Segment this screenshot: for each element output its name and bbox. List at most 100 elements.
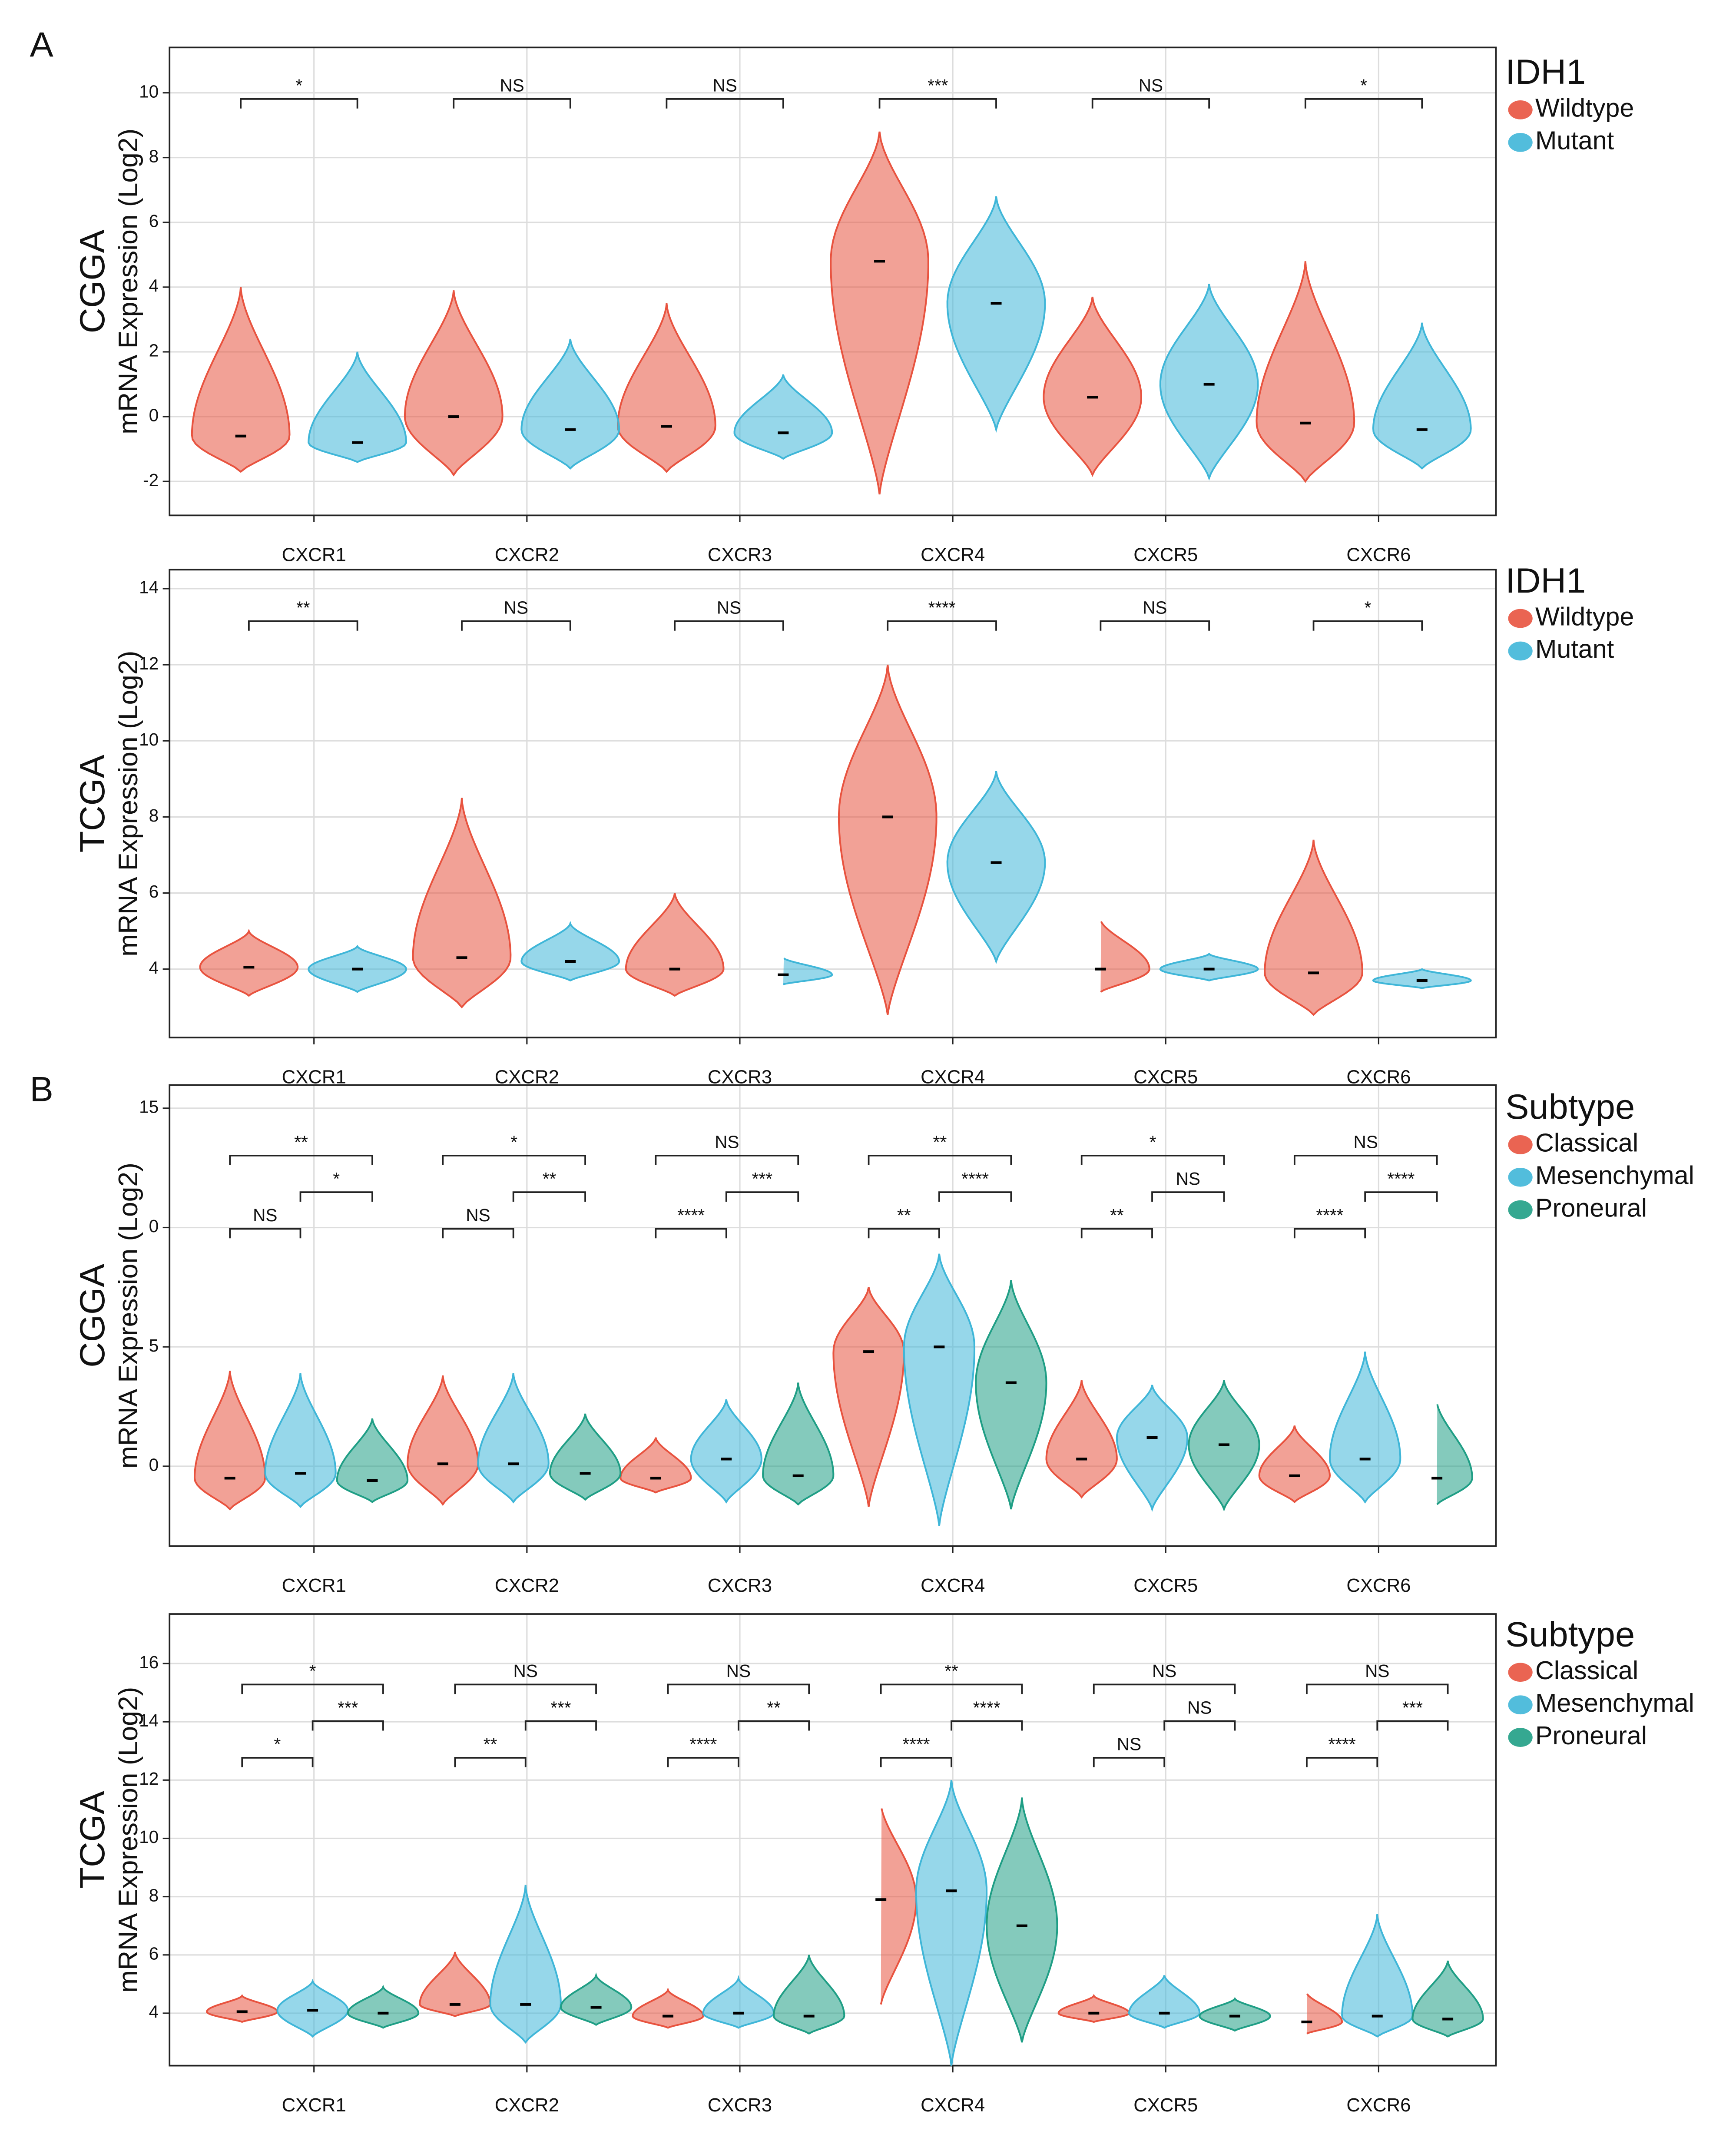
violin [520,921,620,982]
x-tick-label: CXCR6 [1346,544,1411,566]
significance-label: * [1365,597,1372,617]
y-tick-label: 8 [149,805,159,825]
x-tick-label: CXCR4 [921,1575,985,1596]
x-tick-label: CXCR6 [1346,1066,1411,1087]
legend-label: Classical [1535,1128,1638,1157]
significance-bracket [667,1683,810,1694]
significance-label: NS [514,1661,538,1681]
significance-bracket [1293,1154,1438,1165]
violin [1116,1385,1189,1512]
significance-label: NS [504,597,528,617]
significance-bracket [880,1683,1023,1694]
legend-swatch [1508,1200,1533,1219]
plot-frame [169,1613,1497,2067]
significance-bracket [453,98,571,109]
significance-label: NS [1152,1661,1176,1681]
violin [975,1280,1047,1510]
violin [1128,1975,1201,2029]
significance-bracket [868,1228,940,1239]
x-tick-label: CXCR2 [495,544,559,566]
significance-bracket [229,1228,301,1239]
violin [199,928,299,997]
significance-label: *** [550,1697,571,1717]
y-tick-label: 16 [139,1652,159,1672]
y-axis-label: mRNA Expression (Log2) [113,1163,143,1468]
violin [1436,1404,1473,1505]
x-tick-label: CXCR1 [282,1575,346,1596]
significance-bracket [1151,1191,1225,1202]
violin [1372,322,1472,470]
significance-bracket [1093,1757,1166,1767]
significance-label: NS [726,1661,751,1681]
significance-bracket [1364,1191,1438,1202]
legend-swatch [1508,1728,1533,1747]
violin [1159,952,1259,982]
significance-bracket [442,1154,586,1165]
y-tick-label: 0 [149,405,159,425]
significance-bracket [1312,620,1423,631]
significance-bracket [1080,1154,1225,1165]
significance-label: *** [1402,1697,1423,1717]
significance-bracket [241,1683,384,1694]
significance-bracket [512,1191,586,1202]
y-tick-label: 12 [139,1769,159,1789]
x-tick-label: CXCR2 [495,2094,559,2116]
violin [616,303,716,473]
violin [477,1373,550,1504]
violin [1329,1352,1401,1504]
y-tick-label: 10 [139,81,159,101]
x-tick-label: CXCR1 [282,544,346,566]
significance-bracket [1306,1757,1378,1767]
violin [1264,839,1363,1016]
y-tick-label: 2 [149,341,159,361]
significance-bracket [241,1757,314,1767]
violin [625,893,725,997]
legend-label: Wildtype [1535,602,1634,631]
significance-label: * [510,1132,517,1152]
significance-label: ** [543,1169,557,1189]
significance-label: NS [1176,1169,1200,1189]
y-tick-label: 0 [149,1216,159,1236]
significance-label: NS [466,1205,490,1225]
x-tick-label: CXCR2 [495,1066,559,1087]
legend-title: Subtype [1505,1087,1635,1127]
significance-bracket [1093,1683,1236,1694]
significance-label: NS [1139,76,1163,96]
legend-swatch [1508,1135,1533,1154]
x-tick-label: CXCR3 [708,1066,772,1087]
legend-swatch [1508,641,1533,661]
significance-bracket [880,1757,952,1767]
violin [1199,1997,1271,2032]
significance-bracket [1304,98,1423,109]
y-axis-dataset: CGGA [73,229,112,333]
y-tick-label: 14 [139,577,159,597]
violin [1100,921,1150,993]
legend-swatch [1508,100,1533,119]
significance-label: *** [338,1697,358,1717]
violin [412,798,512,1009]
violin [733,374,833,460]
significance-label: ** [897,1205,911,1225]
significance-bracket [1306,1683,1449,1694]
x-tick-label: CXCR5 [1133,1066,1198,1087]
y-axis-label: mRNA Expression (Log2) [113,129,143,434]
y-tick-label: 6 [149,881,159,901]
violin [206,1994,278,2023]
legend-swatch [1508,133,1533,152]
significance-label: ** [944,1661,958,1681]
significance-label: *** [752,1169,773,1189]
y-axis-label: mRNA Expression (Log2) [113,1687,143,1993]
violin [1341,1914,1414,2038]
violin [1043,296,1142,477]
significance-label: ** [767,1697,781,1717]
violin [336,1418,409,1503]
legend-label: Mutant [1535,126,1614,155]
legend-swatch [1508,1663,1533,1682]
significance-bracket [878,98,997,109]
violin [1045,1380,1118,1499]
significance-bracket [1091,98,1210,109]
violin [762,1382,835,1506]
violin [276,1978,349,2038]
significance-label: **** [1316,1205,1343,1225]
